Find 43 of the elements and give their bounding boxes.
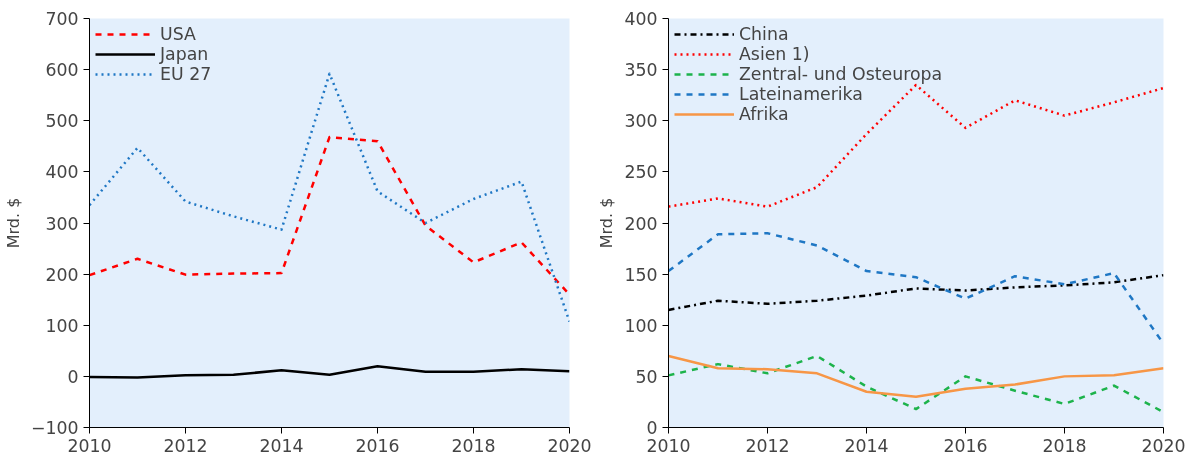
y-tick-label: 700 <box>45 9 79 29</box>
x-tick-label: 2020 <box>547 435 592 456</box>
legend-label: EU 27 <box>160 64 212 84</box>
y-tick-label: 0 <box>67 366 79 387</box>
y-tick-label: 150 <box>624 264 658 285</box>
y-tick-label: 50 <box>635 366 658 387</box>
x-tick-label: 2018 <box>1042 435 1087 456</box>
y-tick-label: 200 <box>45 264 79 285</box>
x-tick-label: 2014 <box>259 435 304 456</box>
legend-label: Lateinamerika <box>739 84 863 104</box>
x-tick-label: 2018 <box>451 435 496 456</box>
y-tick-label: 100 <box>624 315 658 336</box>
legend-label: Japan <box>160 44 209 64</box>
y-tick-label: 200 <box>624 213 658 234</box>
y-tick-label: 600 <box>45 60 79 81</box>
x-tick-label: 2012 <box>163 435 208 456</box>
x-tick-label: 2020 <box>1141 435 1186 456</box>
y-tick-label: 300 <box>624 111 658 132</box>
y-tick-label: 100 <box>45 315 79 336</box>
y-tick-label: 400 <box>45 162 79 183</box>
x-tick-label: 2014 <box>844 435 889 456</box>
y-axis-title: Mrd. $ <box>3 197 23 249</box>
line-series <box>668 354 1164 414</box>
x-tick-label: 2012 <box>745 435 790 456</box>
y-tick-label: 400 <box>624 9 658 29</box>
y-tick-label: 500 <box>45 111 79 132</box>
legend-label: Afrika <box>739 104 789 124</box>
line-series <box>668 83 1164 208</box>
x-tick-label: 2016 <box>943 435 988 456</box>
legend-label: USA <box>160 24 196 44</box>
x-tick-label: 2010 <box>646 435 691 456</box>
y-tick-label: −100 <box>30 418 79 438</box>
legend-label: Zentral- und Osteuropa <box>739 64 943 84</box>
x-tick-label: 2016 <box>355 435 400 456</box>
y-axis-title: Mrd. $ <box>597 197 617 249</box>
legend-label: Asien 1) <box>739 44 810 64</box>
y-tick-label: 0 <box>646 418 658 438</box>
y-tick-label: 350 <box>624 60 658 81</box>
y-tick-label: 250 <box>624 162 658 183</box>
line-series <box>668 354 1164 399</box>
legend-label: China <box>739 24 789 44</box>
y-tick-label: 300 <box>45 213 79 234</box>
x-tick-label: 2010 <box>67 435 112 456</box>
